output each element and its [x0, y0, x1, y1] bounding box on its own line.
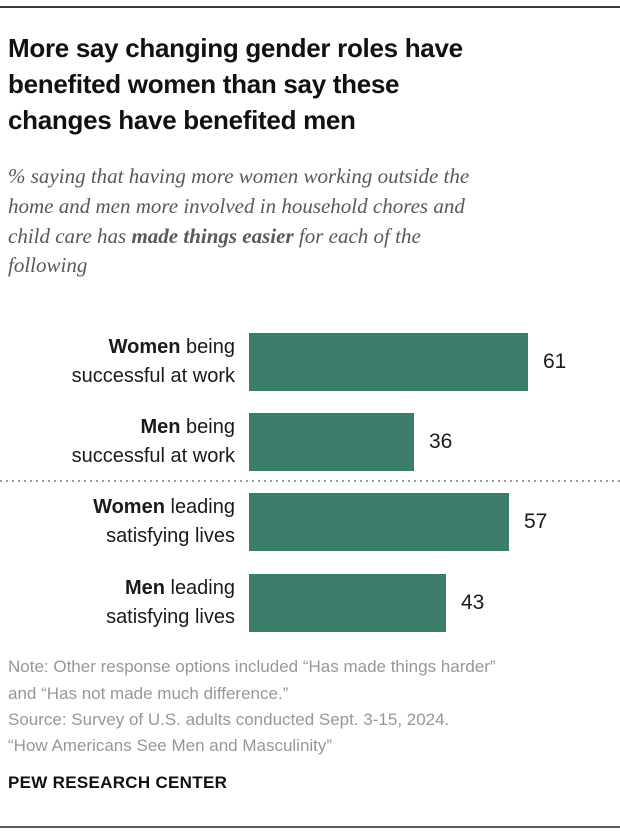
brand-wordmark: PEW RESEARCH CENTER	[8, 772, 228, 792]
category-label: Men leading satisfying lives	[8, 574, 249, 632]
subtitle-line: child care has made things easier for ea…	[8, 222, 612, 252]
page: { "header": { "title_lines": [ "More say…	[0, 6, 620, 836]
subtitle-line: home and men more involved in household …	[8, 193, 465, 218]
label-line: successful at work	[71, 445, 235, 468]
source-line: Source: Survey of U.S. adults conducted …	[8, 710, 450, 729]
label-bold: Women	[108, 336, 181, 359]
bar	[249, 413, 414, 472]
label-line: Women being	[8, 333, 235, 362]
chart-title-line: changes have benefited men	[8, 105, 356, 135]
label-text: being	[180, 416, 235, 439]
bar	[249, 493, 509, 552]
bar-row: Men being successful at work 36	[8, 413, 612, 472]
top-rule	[0, 6, 620, 8]
bar-value-label: 57	[524, 510, 548, 534]
label-bold: Men	[124, 577, 165, 600]
subtitle-line: following	[8, 253, 88, 278]
bar-value-label: 36	[429, 430, 453, 454]
note-line: and “Has not made much difference.”	[8, 683, 289, 703]
label-text: being	[180, 336, 235, 359]
subtitle-line: % saying that having more women working …	[8, 164, 470, 188]
section-divider	[0, 480, 620, 483]
bar-row: Women leading satisfying lives 57	[8, 493, 612, 552]
bar-chart: Women being successful at work 61 Men be…	[0, 333, 620, 633]
label-text: leading	[164, 496, 235, 519]
bar-value-label: 61	[543, 350, 567, 374]
subtitle-text: for each of the	[293, 223, 421, 248]
bar-row: Men leading satisfying lives 43	[8, 574, 612, 633]
label-line: Men leading	[8, 574, 235, 603]
note-line: Note: Other response options included “H…	[8, 657, 496, 677]
label-line: satisfying lives	[106, 525, 235, 548]
bar	[249, 333, 528, 392]
bar-row: Women being successful at work 61	[8, 333, 612, 392]
bar	[249, 574, 446, 633]
bar-value-label: 43	[461, 591, 485, 615]
chart-title: More say changing gender roles have bene…	[8, 30, 612, 138]
label-bold: Women	[93, 496, 165, 519]
subtitle-text: child care has	[8, 223, 132, 248]
label-line: Women leading	[8, 493, 235, 522]
chart-subtitle: % saying that having more women working …	[8, 162, 612, 281]
label-line: Men being	[8, 413, 236, 442]
chart-title-line: More say changing gender roles have	[8, 33, 463, 63]
chart-footer: Note: Other response options included “H…	[8, 654, 612, 760]
chart-title-line: benefited women than say these	[8, 69, 400, 99]
label-text: leading	[164, 577, 235, 600]
label-bold: Men	[140, 416, 181, 439]
label-line: satisfying lives	[106, 606, 235, 629]
category-label: Men being successful at work	[8, 413, 249, 471]
subtitle-emphasis: made things easier	[131, 223, 294, 248]
category-label: Women being successful at work	[8, 333, 249, 391]
bottom-rule	[0, 826, 620, 828]
label-line: successful at work	[71, 365, 235, 388]
category-label: Women leading satisfying lives	[8, 493, 249, 551]
report-title-line: “How Americans See Men and Masculinity”	[8, 736, 333, 756]
